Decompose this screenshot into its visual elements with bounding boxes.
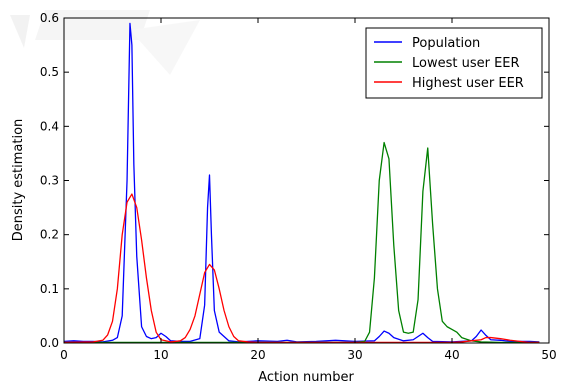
series-line-population	[64, 22, 540, 343]
x-tick-label: 40	[444, 348, 459, 362]
x-tick-label: 30	[347, 348, 362, 362]
y-tick-label: 0.5	[40, 65, 59, 79]
watermark	[10, 10, 200, 75]
x-tick-label: 10	[153, 348, 168, 362]
legend-label: Highest user EER	[412, 76, 524, 91]
y-tick-label: 0.4	[40, 119, 59, 133]
series-line-lowest-user-eer	[64, 141, 540, 343]
y-tick-label: 0.1	[40, 282, 59, 296]
y-axis-title: Density estimation	[11, 119, 26, 242]
y-axis: 0.0 0.1 0.2 0.3 0.4 0.5 0.6	[40, 11, 549, 350]
y-tick-label: 0.0	[40, 336, 59, 350]
y-tick-label: 0.2	[40, 228, 59, 242]
x-tick-label: 20	[250, 348, 265, 362]
x-axis: 0 10 20 30 40 50	[60, 18, 557, 362]
x-tick-label: 50	[541, 348, 556, 362]
series-line-highest-user-eer	[64, 193, 540, 343]
plot-area	[64, 22, 540, 343]
legend-label: Lowest user EER	[412, 56, 520, 71]
x-tick-label: 0	[60, 348, 68, 362]
legend-label: Population	[412, 36, 480, 51]
y-tick-label: 0.3	[40, 174, 59, 188]
y-tick-label: 0.6	[40, 11, 59, 25]
legend-box	[365, 27, 543, 99]
legend: Population Lowest user EER Highest user EE…	[365, 27, 543, 99]
x-axis-title: Action number	[258, 370, 354, 385]
